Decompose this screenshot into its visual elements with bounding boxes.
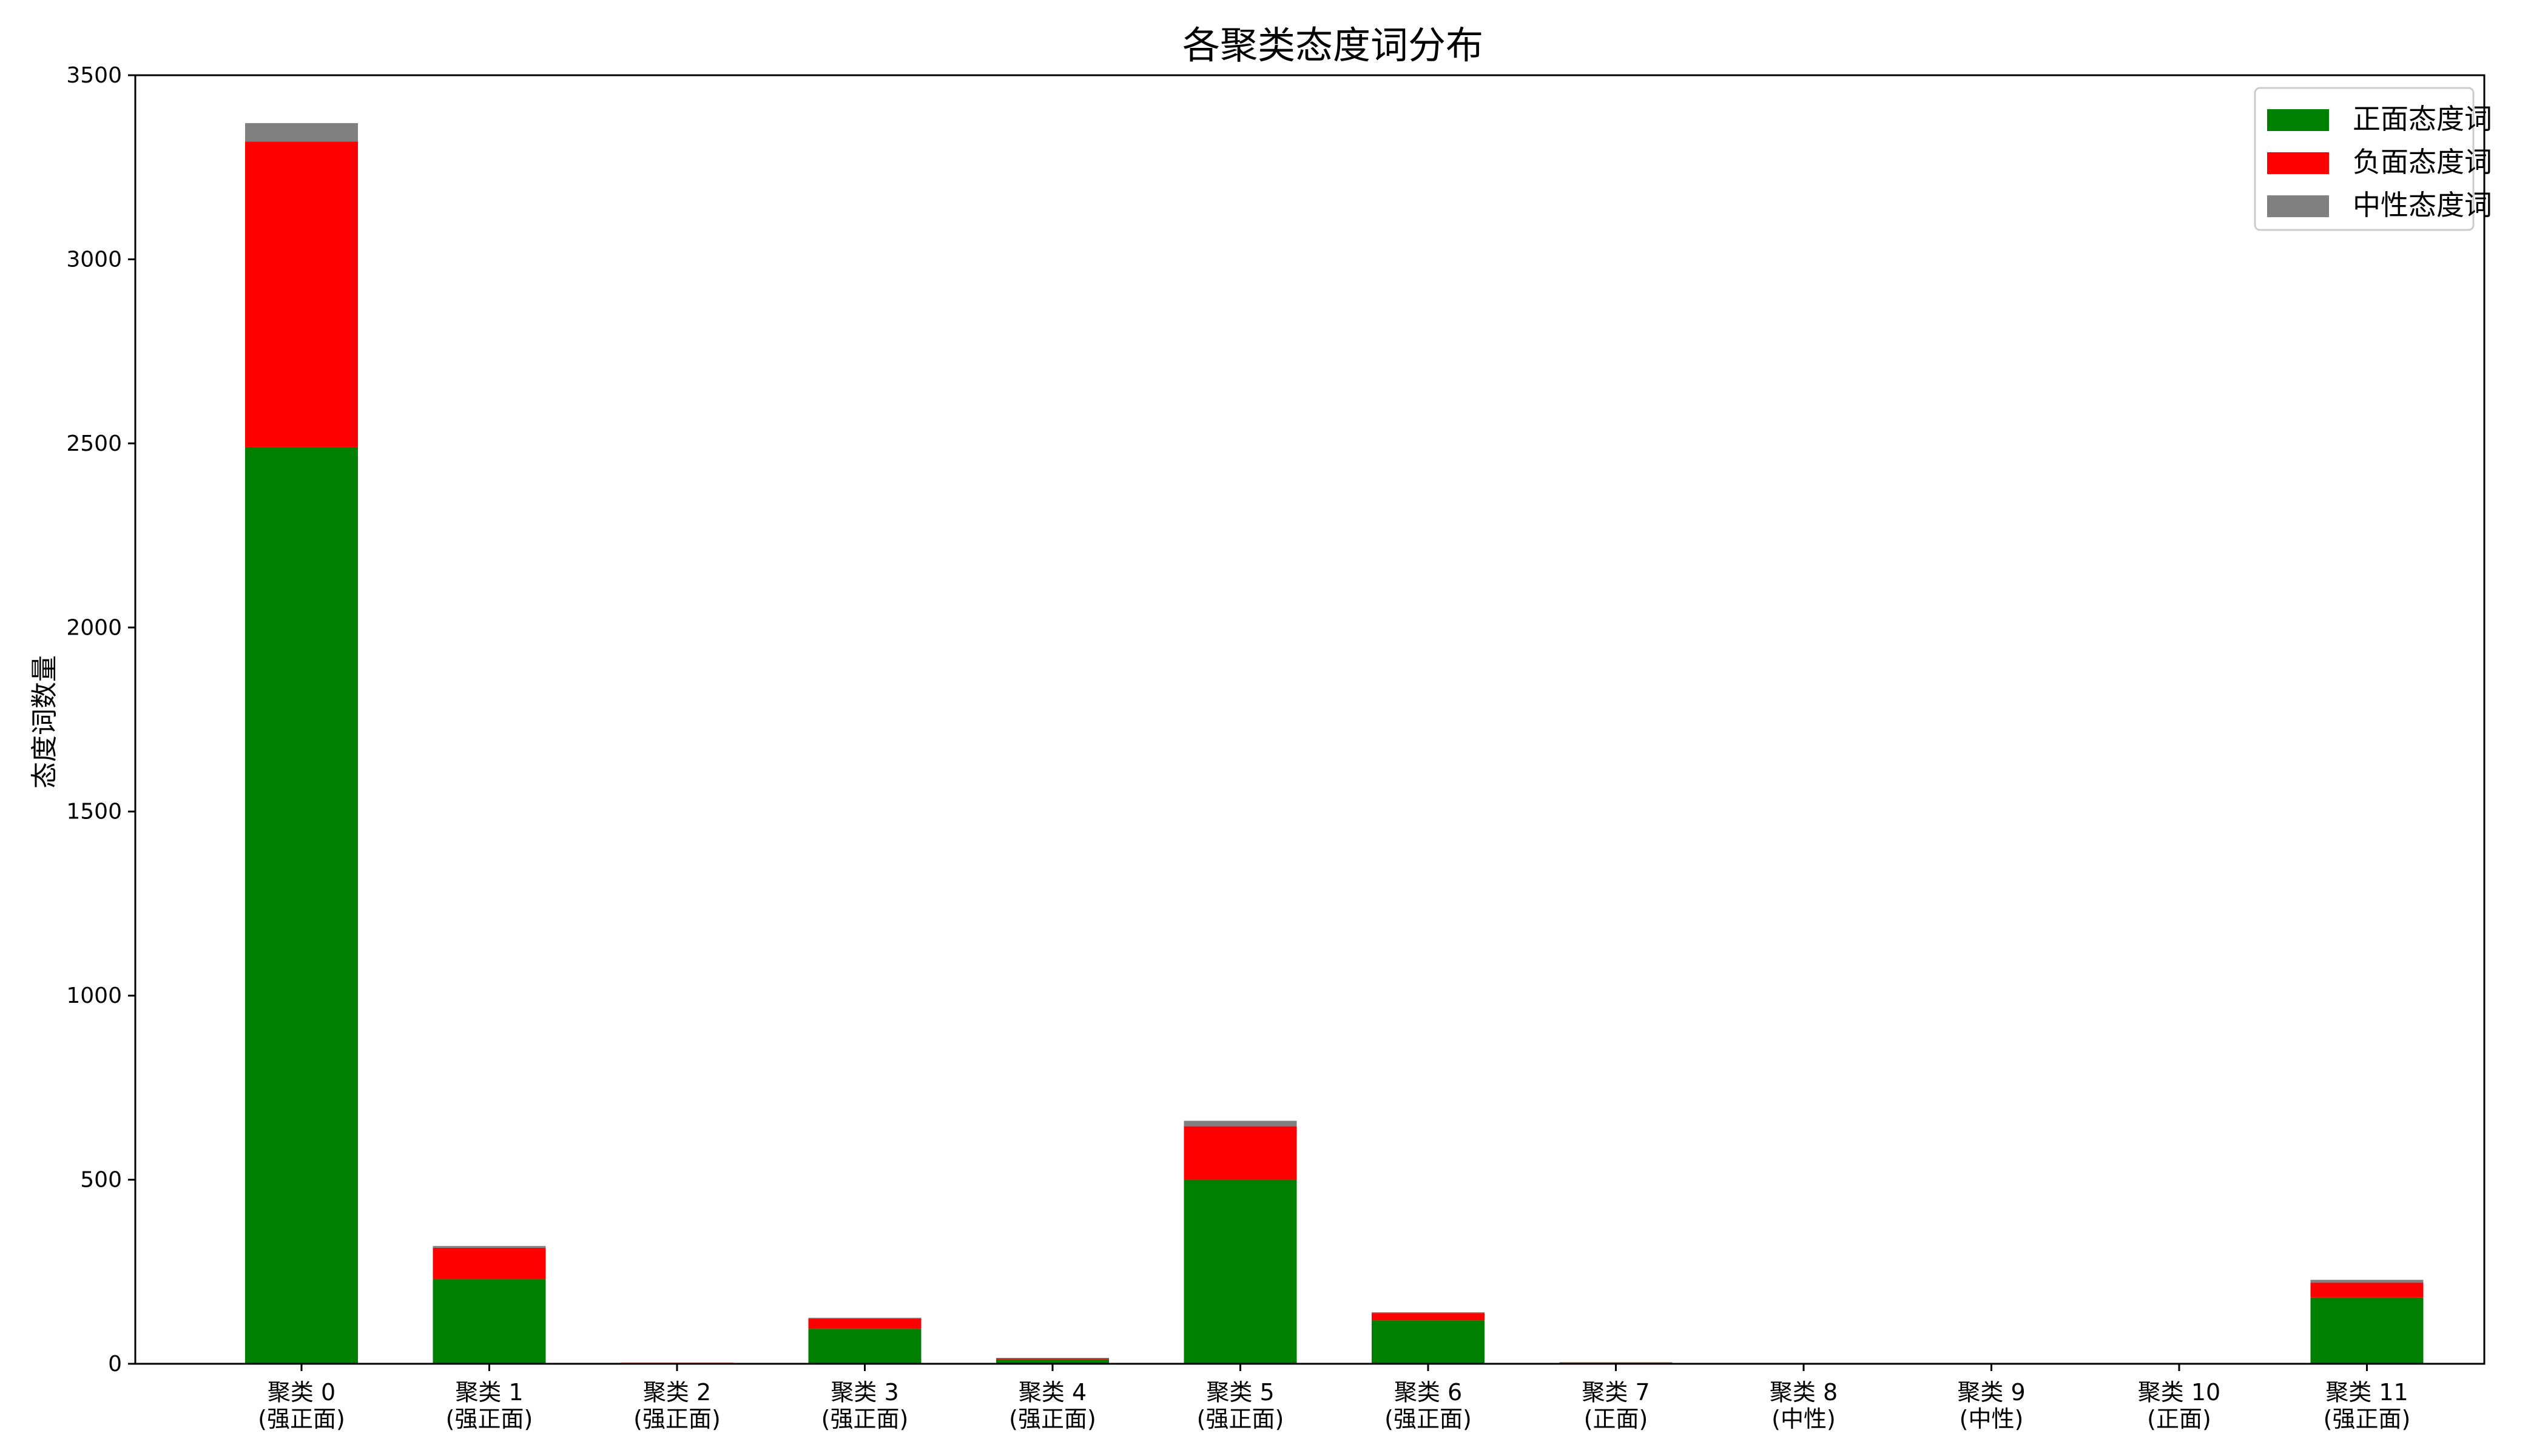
x-tick-label-2: 聚类 2 (强正面) — [633, 1379, 721, 1432]
bar-c1-s0 — [433, 1279, 546, 1364]
x-tick-label-3: 聚类 3 (强正面) — [821, 1379, 909, 1432]
y-tick-label-0: 0 — [108, 1352, 122, 1377]
x-tick-label-11: 聚类 11 (强正面) — [2324, 1379, 2411, 1432]
x-tick-label-4: 聚类 4 (强正面) — [1009, 1379, 1096, 1432]
y-tick-label-4: 2000 — [66, 615, 122, 640]
x-tick-label-6: 聚类 6 (强正面) — [1384, 1379, 1472, 1432]
bar-c0-s0 — [245, 447, 358, 1364]
y-tick-label-3: 1500 — [66, 800, 122, 824]
y-tick-label-1: 500 — [80, 1168, 122, 1193]
legend-swatch-2 — [2267, 195, 2329, 217]
bar-c6-s2 — [1372, 1312, 1485, 1313]
bar-c0-s2 — [245, 123, 358, 142]
bar-c11-s2 — [2310, 1279, 2424, 1283]
legend-label-0: 正面态度词 — [2353, 103, 2492, 135]
y-tick-label-7: 3500 — [66, 63, 122, 88]
bars-layer — [245, 123, 2424, 1364]
bar-c6-s1 — [1372, 1313, 1485, 1321]
x-tick-label-7: 聚类 7 (正面) — [1582, 1379, 1650, 1432]
x-axis: 聚类 0 (强正面) 聚类 1 (强正面) 聚类 2 (强正面) 聚类 3 (强正面) 聚类 4… — [258, 1364, 2410, 1432]
bar-c5-s2 — [1184, 1121, 1297, 1127]
y-tick-label-6: 3000 — [66, 247, 122, 272]
bar-c3-s1 — [808, 1318, 922, 1329]
plot-frame — [134, 74, 2486, 1365]
y-axis-label: 态度词数量 — [29, 655, 60, 789]
bar-c1-s2 — [433, 1245, 546, 1248]
bar-c0-s1 — [245, 141, 358, 447]
x-tick-label-8: 聚类 8 (中性) — [1770, 1379, 1838, 1432]
legend-label-2: 中性态度词 — [2353, 189, 2492, 221]
bar-c4-s0 — [996, 1359, 1109, 1364]
legend-swatch-1 — [2267, 152, 2329, 174]
x-tick-label-1: 聚类 1 (强正面) — [446, 1379, 533, 1432]
legend-swatch-0 — [2267, 109, 2329, 131]
x-tick-label-10: 聚类 10 (正面) — [2138, 1379, 2220, 1432]
bar-c6-s0 — [1372, 1320, 1485, 1364]
x-tick-label-0: 聚类 0 (强正面) — [258, 1379, 345, 1432]
bar-c11-s1 — [2310, 1282, 2424, 1298]
y-axis: 0 500 1000 1500 2000 2500 3000 3500 — [66, 63, 135, 1377]
chart-title: 各聚类态度词分布 — [1182, 23, 1483, 67]
bar-c4-s1 — [996, 1358, 1109, 1360]
bar-c11-s0 — [2310, 1297, 2424, 1364]
legend-label-1: 负面态度词 — [2353, 146, 2492, 178]
y-tick-label-5: 2500 — [66, 431, 122, 456]
x-tick-label-9: 聚类 9 (中性) — [1957, 1379, 2025, 1432]
bar-c5-s1 — [1184, 1126, 1297, 1180]
bar-c1-s1 — [433, 1247, 546, 1279]
x-tick-label-5: 聚类 5 (强正面) — [1197, 1379, 1284, 1432]
bar-c5-s0 — [1184, 1179, 1297, 1364]
y-tick-label-2: 1000 — [66, 983, 122, 1008]
bar-c3-s0 — [808, 1329, 922, 1364]
